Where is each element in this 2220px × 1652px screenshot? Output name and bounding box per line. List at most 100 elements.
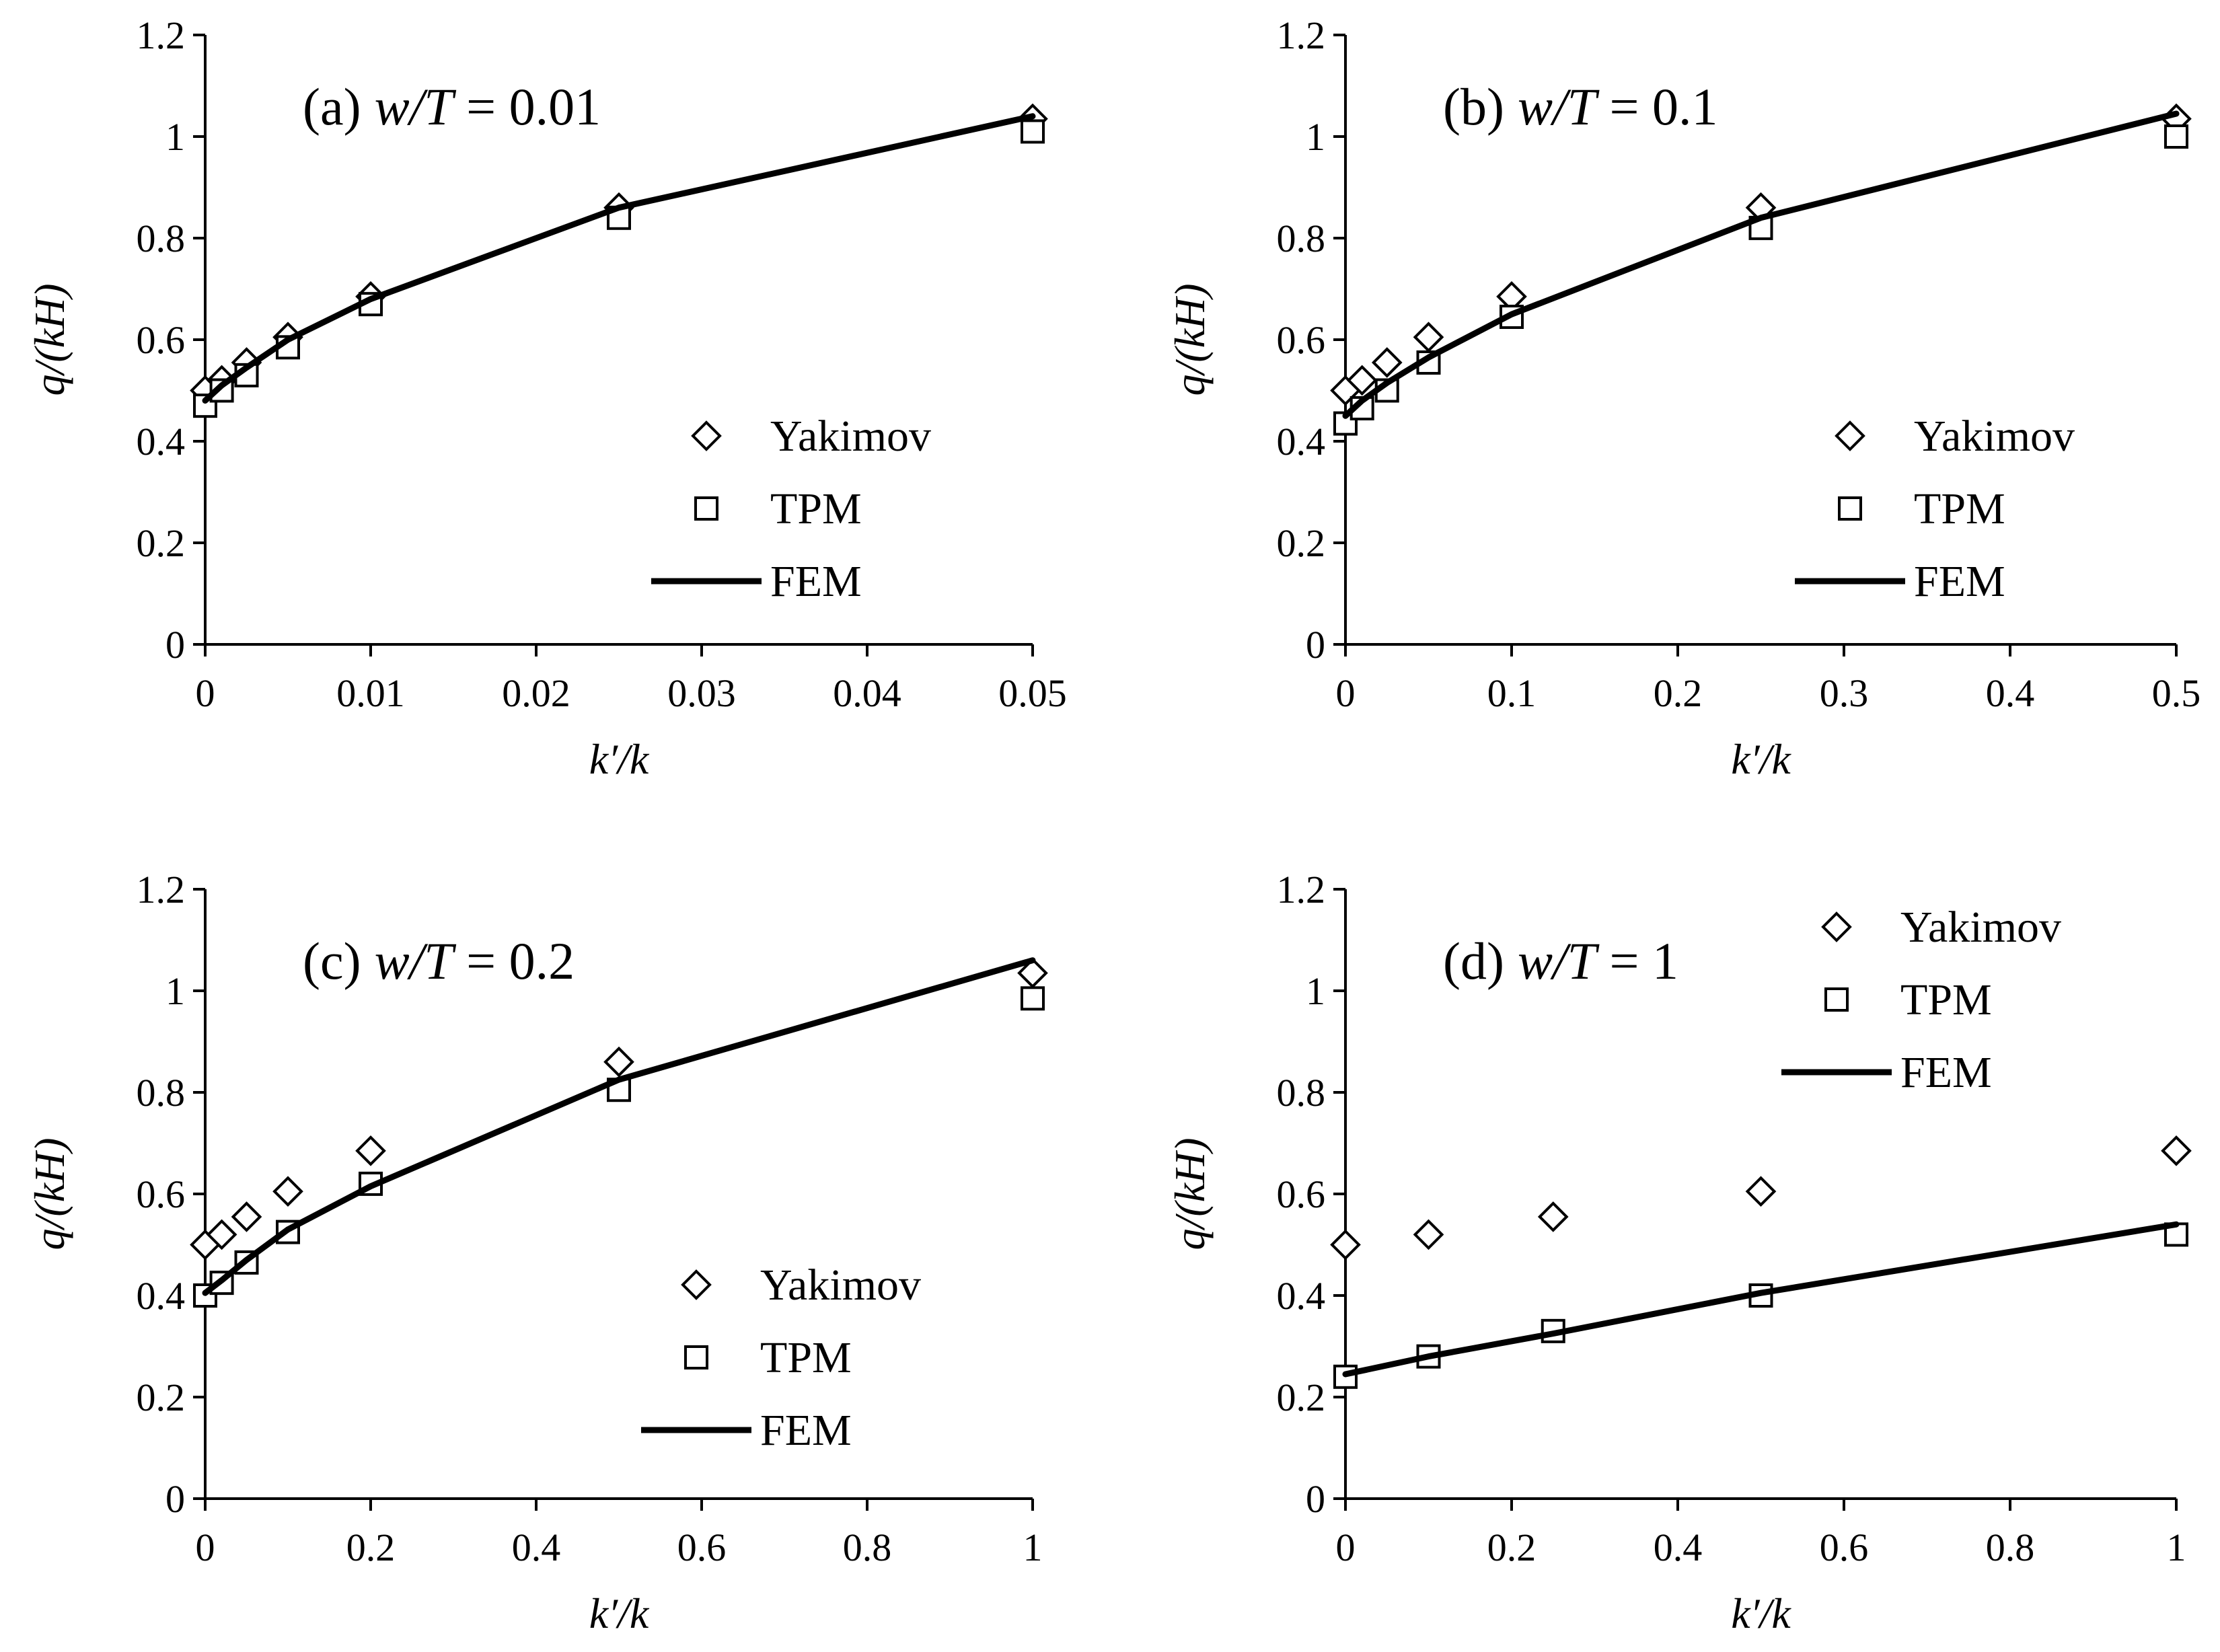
panel-title-equals: = xyxy=(1596,932,1652,990)
y-tick-label: 0.8 xyxy=(1277,217,1326,260)
panel-title-prefix: (a) xyxy=(303,77,361,136)
y-tick-label: 0.4 xyxy=(1277,1274,1326,1318)
x-tick-label: 0 xyxy=(1336,1526,1356,1569)
legend-yakimov-marker xyxy=(1835,420,1865,451)
panel-title-equals: = xyxy=(453,932,509,990)
panel-a: 0 0.2 0.4 0.6 0.8 1 1.2 0 0.01 0.02 0.03 0.04 0.05 k′… xyxy=(26,13,1067,783)
y-tick-label: 0.4 xyxy=(137,420,186,463)
x-axis-label: k′/k xyxy=(1731,1589,1791,1637)
panel-title-prefix: (d) xyxy=(1443,932,1504,990)
x-tick-label: 0.5 xyxy=(2152,671,2201,715)
legend-label-fem: FEM xyxy=(1900,1048,1992,1097)
x-tick-label: 0.05 xyxy=(998,671,1067,715)
x-axis-label: k′/k xyxy=(589,1589,650,1637)
yakimov-point xyxy=(1413,1219,1444,1250)
panel-d: 0 0.2 0.4 0.6 0.8 1 1.2 0 0.2 0.4 0.6 0.8 1 k′/k q/(kH… xyxy=(1166,868,2192,1637)
panel-title-value: 0.01 xyxy=(509,77,601,136)
x-axis-label: k′/k xyxy=(589,735,650,783)
yakimov-point xyxy=(272,1176,303,1207)
series-yakimov xyxy=(190,957,1048,1261)
panel-b: 0 0.2 0.4 0.6 0.8 1 1.2 0 0.1 0.2 0.3 0.4 0.5 k′/k q/(… xyxy=(1166,13,2200,783)
legend-label-fem: FEM xyxy=(1914,557,2005,606)
fem-line xyxy=(202,113,1036,404)
legend-label-tpm: TPM xyxy=(760,1333,852,1382)
yakimov-point xyxy=(355,1135,386,1166)
panel-c: 0 0.2 0.4 0.6 0.8 1 1.2 0 0.2 0.4 0.6 0.8 1 k′/k q/(kH… xyxy=(26,868,1048,1637)
y-tick-label: 0.2 xyxy=(137,521,186,565)
panel-title-equals: = xyxy=(453,77,509,136)
tpm-point xyxy=(2164,124,2188,149)
yakimov-point xyxy=(1371,347,1403,378)
panel-title: (d) w/T = 1 xyxy=(1443,932,1678,990)
panel-title: (b) w/T = 0.1 xyxy=(1443,77,1718,136)
y-tick-label: 0.8 xyxy=(137,1071,186,1115)
legend-tpm-marker xyxy=(1838,496,1862,521)
x-tick-label: 0.3 xyxy=(1820,671,1869,715)
panel-title-variable: w/T xyxy=(375,932,457,990)
legend-yakimov-marker xyxy=(691,420,722,451)
x-tick-label: 0.4 xyxy=(512,1526,561,1569)
yakimov-point xyxy=(1330,1229,1361,1261)
legend-label-yakimov: Yakimov xyxy=(1900,903,2061,952)
y-tick-label: 0.2 xyxy=(137,1376,186,1419)
legend-yakimov-marker xyxy=(1821,911,1852,942)
y-tick-label: 0.2 xyxy=(1277,521,1326,565)
tpm-point xyxy=(1021,119,1045,144)
x-tick-label: 1 xyxy=(2167,1526,2186,1569)
panel-title-variable: w/T xyxy=(375,77,457,136)
tpm-point xyxy=(1021,986,1045,1011)
x-tick-label: 0 xyxy=(196,1526,215,1569)
y-tick-label: 0.8 xyxy=(137,217,186,260)
y-axis-label: q/(kH) xyxy=(26,283,73,396)
x-tick-label: 0.6 xyxy=(1820,1526,1869,1569)
x-tick-label: 0.01 xyxy=(336,671,405,715)
x-tick-label: 0.2 xyxy=(346,1526,396,1569)
panel-title-variable: w/T xyxy=(1518,932,1600,990)
x-tick-label: 0.04 xyxy=(833,671,901,715)
y-tick-label: 1.2 xyxy=(137,13,186,57)
legend: Yakimov TPM FEM xyxy=(641,1261,921,1455)
x-tick-label: 0.6 xyxy=(677,1526,727,1569)
x-tick-label: 0.8 xyxy=(843,1526,892,1569)
panel-title-value: 0.1 xyxy=(1652,77,1718,136)
legend-label-yakimov: Yakimov xyxy=(1914,412,2075,461)
legend-label-tpm: TPM xyxy=(1914,484,2005,533)
y-axis-label: q/(kH) xyxy=(1166,1137,1214,1250)
panel-title: (a) w/T = 0.01 xyxy=(303,77,601,136)
x-tick-label: 0.8 xyxy=(1986,1526,2035,1569)
panel-title: (c) w/T = 0.2 xyxy=(303,932,575,990)
y-tick-label: 1 xyxy=(1306,115,1325,159)
legend-label-fem: FEM xyxy=(770,557,862,606)
fem-line xyxy=(1342,1221,2180,1378)
y-axis-label: q/(kH) xyxy=(26,1137,73,1250)
series-fem xyxy=(202,957,1036,1296)
x-tick-label: 0 xyxy=(1336,671,1356,715)
y-tick-label: 1 xyxy=(1306,969,1325,1013)
y-tick-label: 0.8 xyxy=(1277,1071,1326,1115)
legend-tpm-marker xyxy=(684,1345,708,1369)
legend-tpm-marker xyxy=(1824,987,1849,1012)
x-tick-label: 0.4 xyxy=(1986,671,2035,715)
y-tick-label: 0.6 xyxy=(137,1172,186,1216)
y-tick-label: 0.6 xyxy=(1277,318,1326,362)
fem-line xyxy=(1342,110,2180,419)
series-fem xyxy=(1342,110,2180,419)
legend-label-tpm: TPM xyxy=(770,484,862,533)
panel-title-value: 0.2 xyxy=(509,932,575,990)
series-fem xyxy=(202,113,1036,404)
x-tick-label: 0.03 xyxy=(667,671,736,715)
legend-yakimov-marker xyxy=(681,1269,712,1300)
yakimov-point xyxy=(206,1219,237,1250)
x-tick-label: 0 xyxy=(196,671,215,715)
yakimov-point xyxy=(231,1201,262,1232)
y-tick-label: 1.2 xyxy=(1277,868,1326,911)
series-yakimov xyxy=(1330,1135,2192,1261)
y-tick-label: 0 xyxy=(1306,1477,1325,1521)
legend-label-yakimov: Yakimov xyxy=(760,1261,921,1310)
series-fem xyxy=(1342,1221,2180,1378)
legend: Yakimov TPM FEM xyxy=(1795,412,2075,606)
fem-line xyxy=(202,957,1036,1296)
y-tick-label: 0.2 xyxy=(1277,1376,1326,1419)
panel-title-prefix: (b) xyxy=(1443,77,1504,136)
